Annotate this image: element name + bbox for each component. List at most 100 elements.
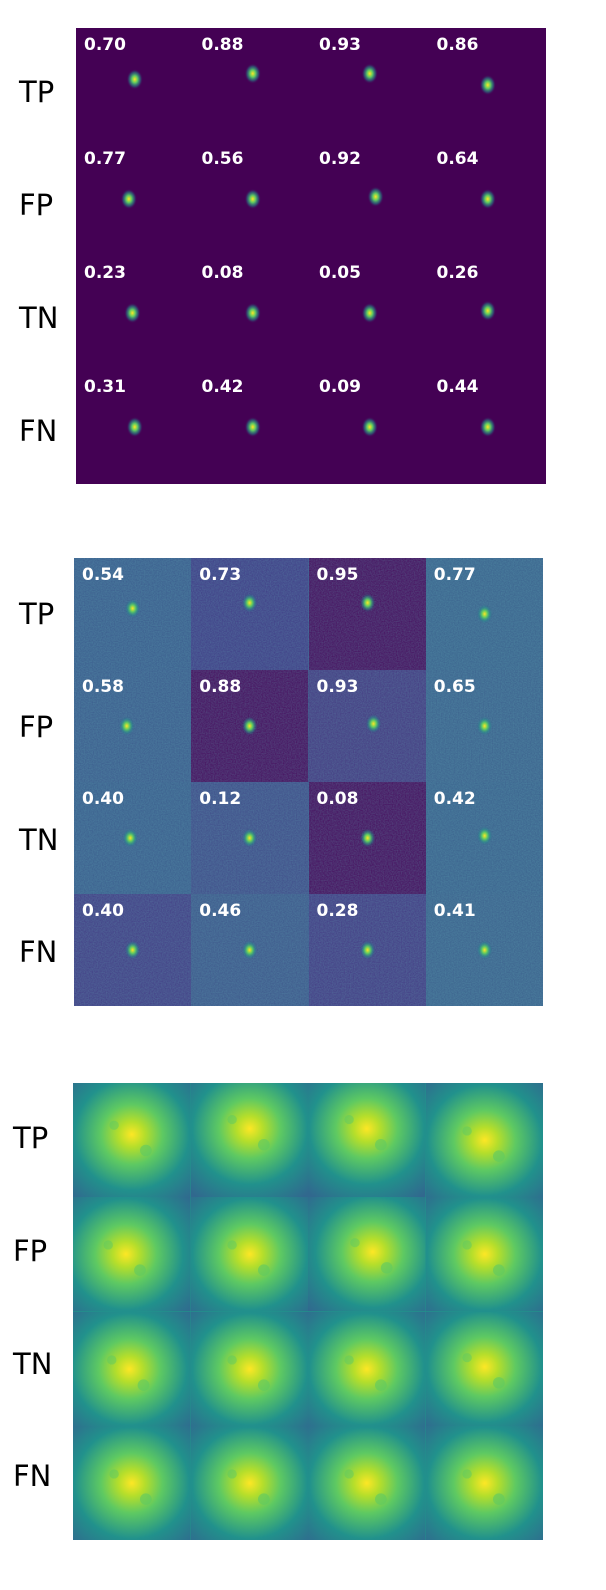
thumbnail-tp-4: 0.86 [428, 28, 546, 142]
thumbnail-fp-1 [73, 1197, 191, 1312]
galaxy-image [74, 894, 192, 1006]
thumbnail-fn-4: 0.44 [428, 370, 546, 484]
galaxy-image [73, 1311, 191, 1426]
score-label: 0.58 [82, 677, 124, 697]
score-label: 0.92 [319, 149, 361, 169]
galaxy-image [193, 142, 311, 256]
galaxy-image [308, 782, 426, 894]
thumbnail-fn-1: 0.31 [76, 370, 194, 484]
score-label: 0.73 [199, 565, 242, 585]
score-label: 0.40 [82, 789, 124, 809]
thumbnail-tp-1 [73, 1083, 191, 1198]
galaxy-image [76, 256, 194, 370]
thumbnail-fp-4: 0.64 [428, 142, 546, 256]
galaxy-image [74, 670, 192, 782]
galaxy-image [190, 1311, 308, 1426]
galaxy-image [191, 670, 309, 782]
thumbnail-fp-1: 0.77 [76, 142, 194, 256]
score-label: 0.54 [82, 565, 124, 585]
score-label: 0.12 [199, 789, 242, 809]
thumbnail-tp-3: 0.93 [311, 28, 429, 142]
galaxy-image [425, 894, 543, 1006]
galaxy-image [191, 894, 309, 1006]
thumbnail-tp-4 [425, 1083, 543, 1198]
galaxy-image [425, 782, 543, 894]
galaxy-image [308, 558, 426, 670]
galaxy-image [425, 1083, 543, 1198]
thumbnail-tn-2: 0.08 [193, 256, 311, 370]
score-label: 0.42 [433, 789, 476, 809]
score-label: 0.77 [433, 565, 476, 585]
galaxy-image [74, 558, 192, 670]
thumbnail-tn-1 [73, 1311, 191, 1426]
score-label: 0.23 [84, 263, 126, 283]
galaxy-image [76, 28, 194, 142]
galaxy-image [74, 782, 192, 894]
thumbnail-fp-4 [425, 1197, 543, 1312]
galaxy-image [73, 1425, 191, 1540]
score-label: 0.31 [84, 377, 126, 397]
image-grid-bottom [73, 1083, 543, 1540]
score-label: 0.28 [316, 901, 359, 921]
score-label: 0.65 [433, 677, 476, 697]
thumbnail-tn-3: 0.08 [308, 782, 426, 894]
thumbnail-tp-2: 0.88 [193, 28, 311, 142]
thumbnail-fp-1: 0.58 [74, 670, 192, 782]
thumbnail-tn-3: 0.05 [311, 256, 429, 370]
galaxy-image [311, 28, 429, 142]
galaxy-image [311, 256, 429, 370]
galaxy-image [76, 370, 194, 484]
galaxy-image [190, 1197, 308, 1312]
score-label: 0.64 [436, 149, 479, 169]
thumbnail-tn-4: 0.26 [428, 256, 546, 370]
thumbnail-tn-2: 0.12 [191, 782, 309, 894]
thumbnail-tp-3: 0.95 [308, 558, 426, 670]
thumbnail-fp-4: 0.65 [425, 670, 543, 782]
galaxy-image [425, 1197, 543, 1312]
galaxy-image [308, 670, 426, 782]
galaxy-image [428, 142, 546, 256]
row-label-tn: TN [19, 823, 59, 857]
score-label: 0.26 [436, 263, 479, 283]
thumbnail-fn-1: 0.40 [74, 894, 192, 1006]
row-label-fp: FP [19, 710, 54, 744]
galaxy-image [76, 142, 194, 256]
thumbnail-tn-4: 0.42 [425, 782, 543, 894]
thumbnail-fn-4: 0.41 [425, 894, 543, 1006]
galaxy-image [425, 558, 543, 670]
galaxy-image [308, 1311, 426, 1426]
score-label: 0.70 [84, 35, 126, 55]
row-label-tn: TN [19, 301, 59, 335]
thumbnail-fn-1 [73, 1425, 191, 1540]
row-label-fn: FN [19, 414, 58, 448]
thumbnail-tp-3 [308, 1083, 426, 1198]
thumbnail-tn-2 [190, 1311, 308, 1426]
thumbnail-fp-2 [190, 1197, 308, 1312]
thumbnail-fn-2: 0.42 [193, 370, 311, 484]
score-label: 0.44 [436, 377, 479, 397]
row-label-fp: FP [13, 1234, 48, 1268]
thumbnail-fp-3: 0.93 [308, 670, 426, 782]
score-label: 0.42 [201, 377, 244, 397]
image-grid-middle: 0.54 0.73 0.95 0.77 [74, 558, 543, 1006]
score-label: 0.95 [316, 565, 359, 585]
score-label: 0.08 [316, 789, 359, 809]
galaxy-image [425, 670, 543, 782]
thumbnail-tp-4: 0.77 [425, 558, 543, 670]
score-label: 0.93 [319, 35, 361, 55]
galaxy-image [428, 28, 546, 142]
galaxy-image [73, 1197, 191, 1312]
galaxy-image [193, 370, 311, 484]
galaxy-image [311, 370, 429, 484]
row-label-tp: TP [19, 75, 55, 109]
score-label: 0.09 [319, 377, 361, 397]
score-label: 0.86 [436, 35, 479, 55]
thumbnail-tn-4 [425, 1311, 543, 1426]
galaxy-image [73, 1083, 191, 1198]
score-label: 0.40 [82, 901, 124, 921]
thumbnail-fp-2: 0.56 [193, 142, 311, 256]
galaxy-image [191, 558, 309, 670]
row-label-fn: FN [19, 935, 58, 969]
galaxy-image [428, 256, 546, 370]
score-label: 0.08 [201, 263, 244, 283]
